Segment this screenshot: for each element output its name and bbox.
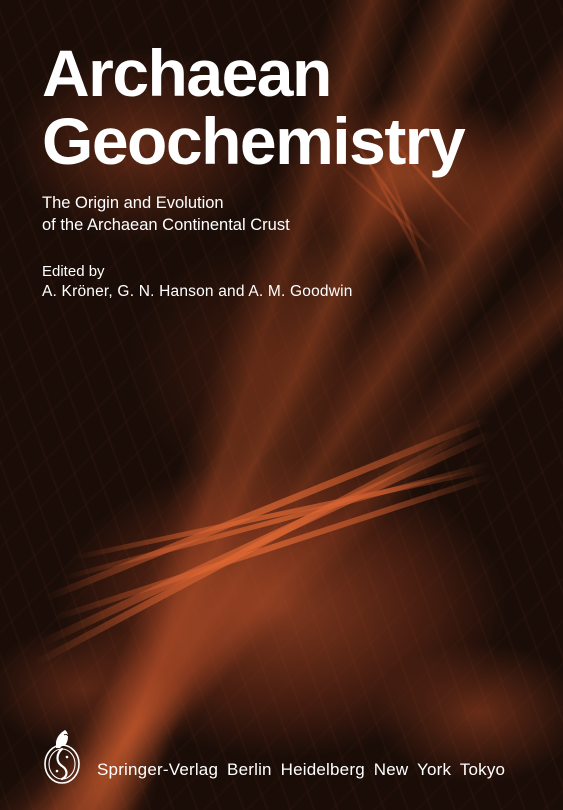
subtitle: The Origin and Evolution of the Archaean… <box>42 192 521 237</box>
footer: Springer-Verlag Berlin Heidelberg New Yo… <box>42 726 521 784</box>
cover-content: Archaean Geochemistry The Origin and Evo… <box>0 0 563 810</box>
title-line-2: Geochemistry <box>42 108 521 174</box>
edited-by-label: Edited by <box>42 263 521 280</box>
subtitle-line-1: The Origin and Evolution <box>42 194 224 212</box>
editors-line: A. Kröner, G. N. Hanson and A. M. Goodwi… <box>42 283 521 301</box>
book-cover: Archaean Geochemistry The Origin and Evo… <box>0 0 563 810</box>
publisher-line: Springer-Verlag Berlin Heidelberg New Yo… <box>97 760 505 784</box>
springer-logo-icon <box>42 726 82 784</box>
spacer <box>42 301 521 726</box>
subtitle-line-2: of the Archaean Continental Crust <box>42 216 290 234</box>
title-line-1: Archaean <box>42 40 521 106</box>
